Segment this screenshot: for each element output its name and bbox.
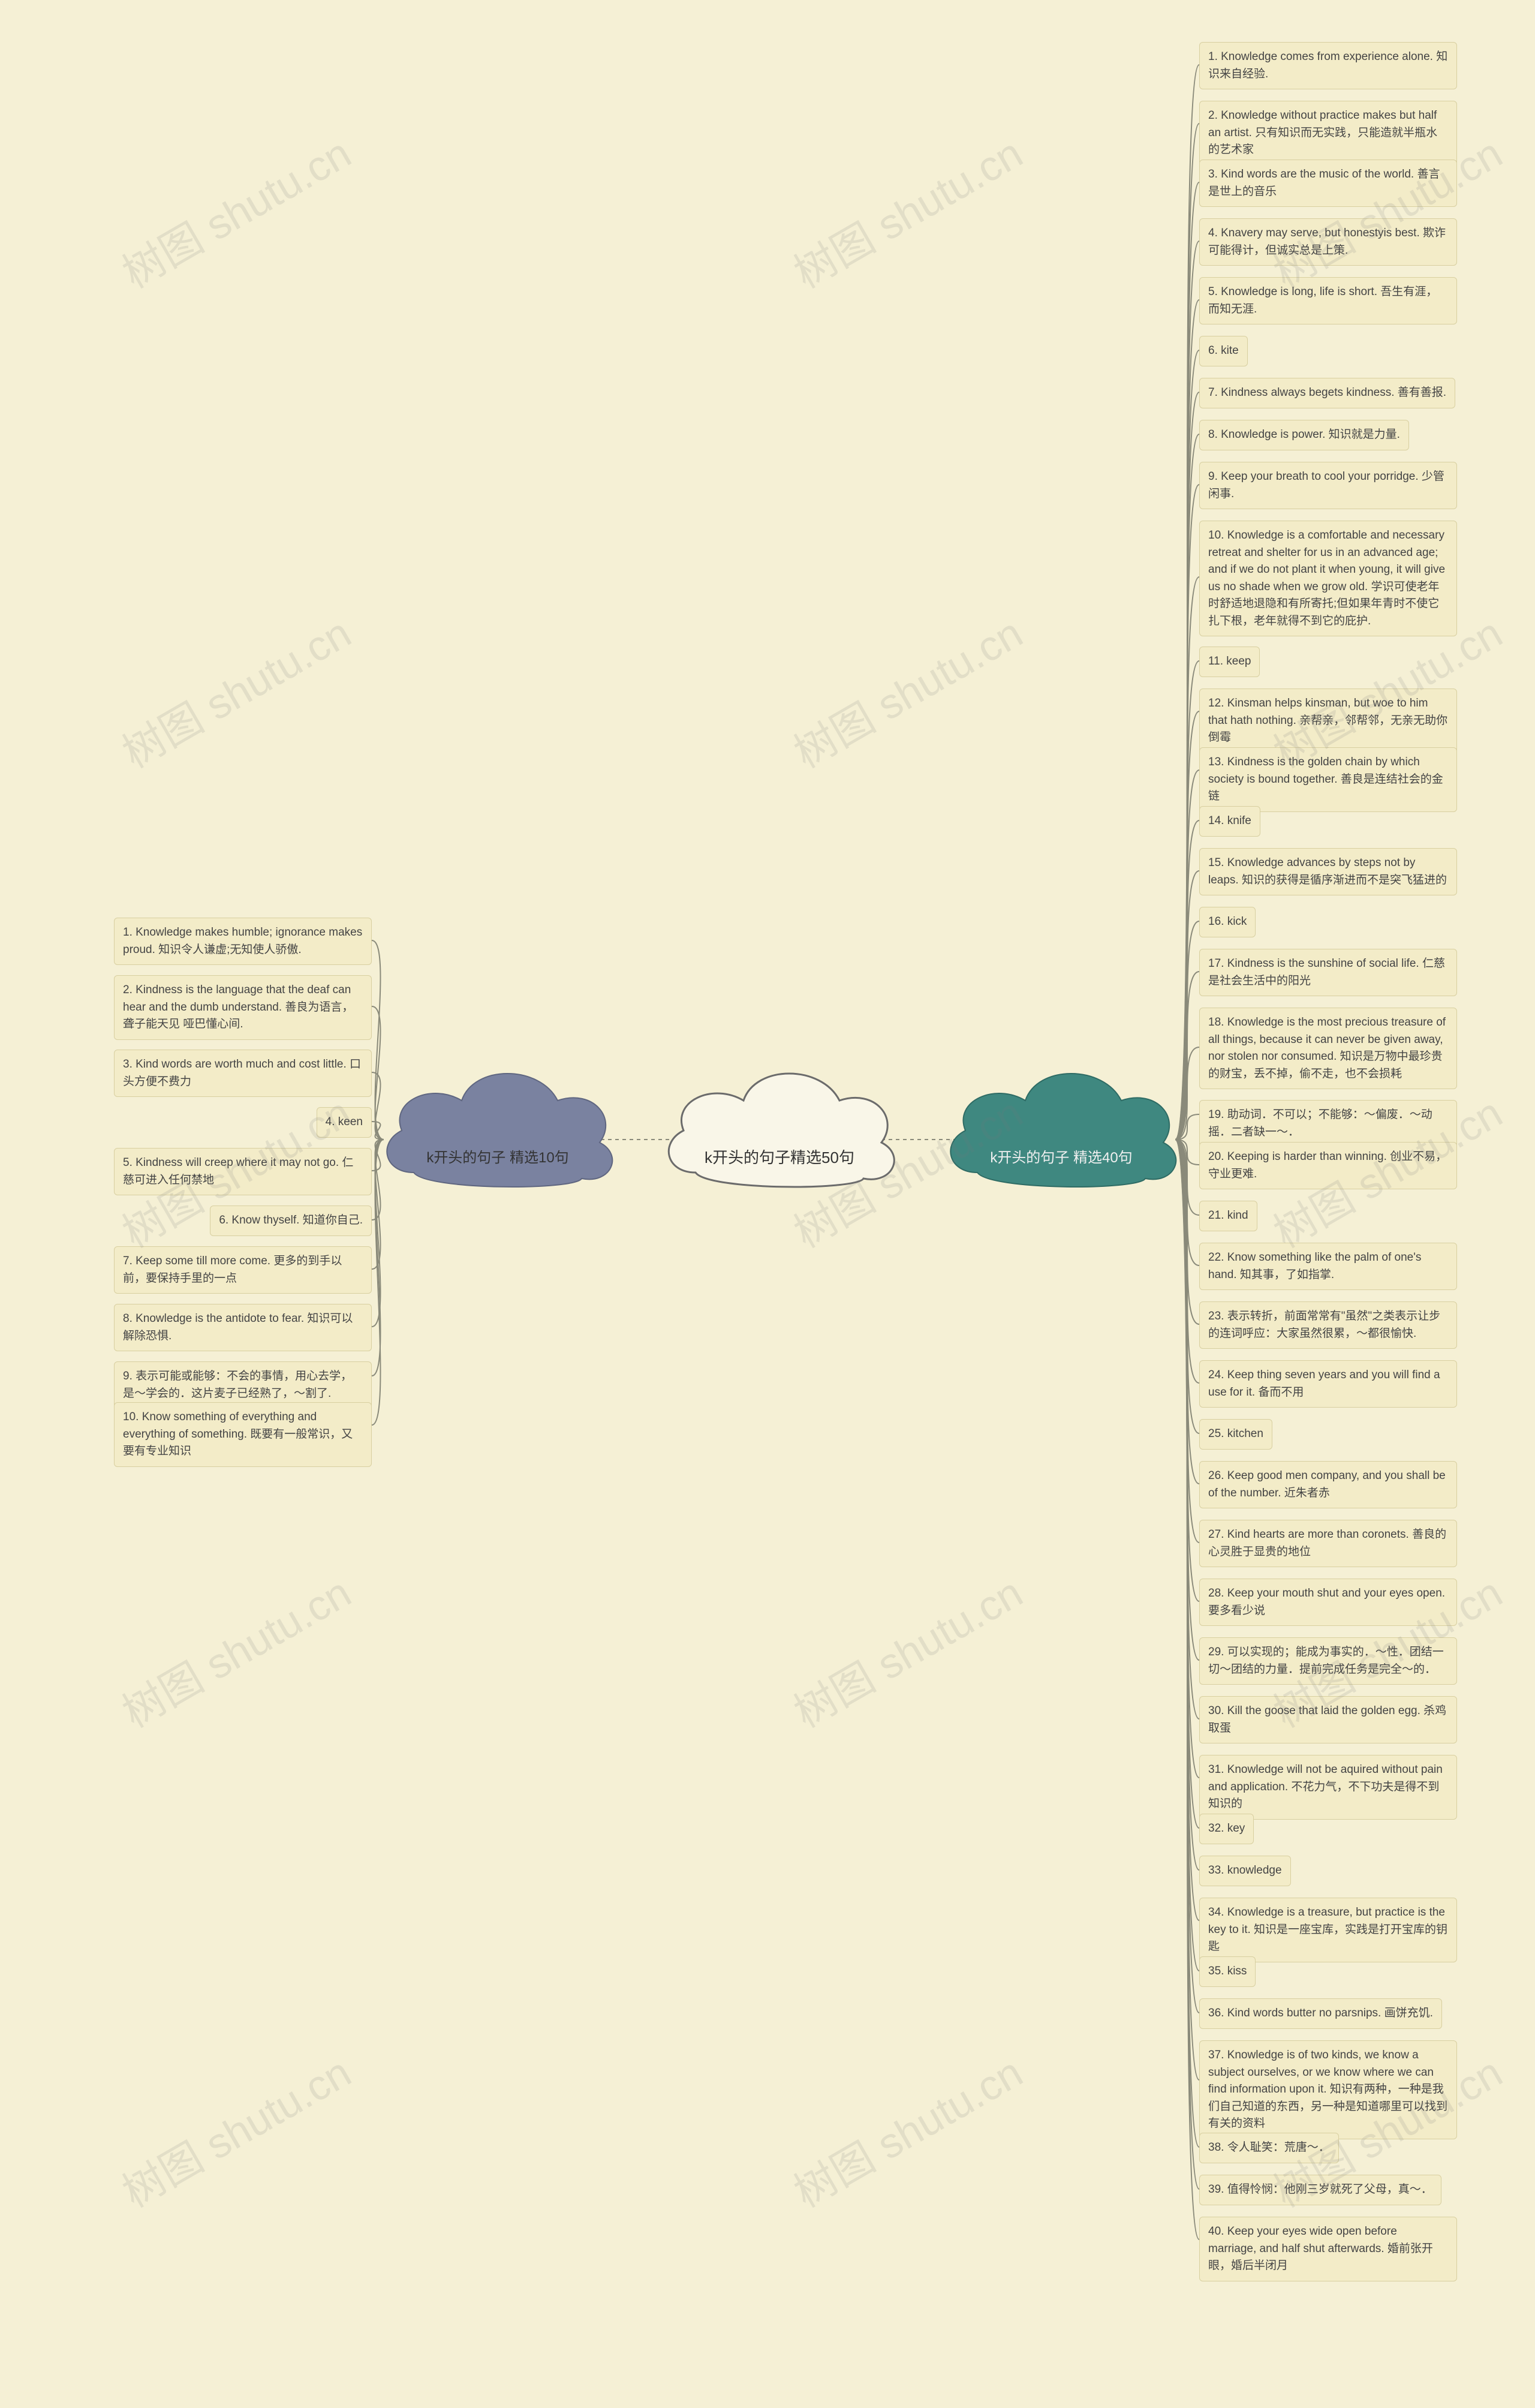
right-leaf[interactable]: 19. 助动词．不可以；不能够：～偏废．～动摇．二者缺一～． (1199, 1100, 1457, 1147)
right-leaf[interactable]: 24. Keep thing seven years and you will … (1199, 1360, 1457, 1408)
left-leaf[interactable]: 4. keen (317, 1107, 372, 1138)
left-leaf[interactable]: 3. Kind words are worth much and cost li… (114, 1050, 372, 1097)
right-leaf[interactable]: 38. 令人耻笑：荒唐～． (1199, 2133, 1339, 2163)
right-leaf[interactable]: 30. Kill the goose that laid the golden … (1199, 1696, 1457, 1743)
right-leaf[interactable]: 32. key (1199, 1814, 1254, 1844)
right-leaf[interactable]: 27. Kind hearts are more than coronets. … (1199, 1520, 1457, 1567)
right-leaf[interactable]: 9. Keep your breath to cool your porridg… (1199, 462, 1457, 509)
center-cloud-label: k开头的句子精选50句 (654, 1146, 905, 1168)
watermark: 树图 shutu.cn (781, 1560, 1032, 1740)
right-leaf[interactable]: 15. Knowledge advances by steps not by l… (1199, 848, 1457, 895)
right-leaf[interactable]: 3. Kind words are the music of the world… (1199, 160, 1457, 207)
watermark: 树图 shutu.cn (781, 600, 1032, 780)
left-leaf[interactable]: 5. Kindness will creep where it may not … (114, 1148, 372, 1195)
right-leaf[interactable]: 31. Knowledge will not be aquired withou… (1199, 1755, 1457, 1820)
right-leaf[interactable]: 34. Knowledge is a treasure, but practic… (1199, 1898, 1457, 1962)
right-leaf[interactable]: 40. Keep your eyes wide open before marr… (1199, 2217, 1457, 2281)
right-leaf[interactable]: 5. Knowledge is long, life is short. 吾生有… (1199, 277, 1457, 324)
watermark: 树图 shutu.cn (781, 2040, 1032, 2220)
right-leaf[interactable]: 18. Knowledge is the most precious treas… (1199, 1008, 1457, 1089)
watermark: 树图 shutu.cn (110, 600, 360, 780)
right-leaf[interactable]: 39. 值得怜悯：他刚三岁就死了父母，真～． (1199, 2175, 1441, 2205)
right-leaf[interactable]: 1. Knowledge comes from experience alone… (1199, 42, 1457, 89)
watermark: 树图 shutu.cn (781, 121, 1032, 300)
right-leaf[interactable]: 13. Kindness is the golden chain by whic… (1199, 747, 1457, 812)
right-leaf[interactable]: 7. Kindness always begets kindness. 善有善报… (1199, 378, 1455, 408)
right-leaf[interactable]: 16. kick (1199, 907, 1256, 937)
right-leaf[interactable]: 12. Kinsman helps kinsman, but woe to hi… (1199, 689, 1457, 753)
right-leaf[interactable]: 20. Keeping is harder than winning. 创业不易… (1199, 1142, 1457, 1189)
right-cloud-node[interactable]: k开头的句子 精选40句 (935, 1053, 1187, 1203)
right-leaf[interactable]: 2. Knowledge without practice makes but … (1199, 101, 1457, 166)
right-leaf[interactable]: 21. kind (1199, 1201, 1257, 1231)
right-cloud-label: k开头的句子 精选40句 (935, 1146, 1187, 1167)
left-leaf[interactable]: 10. Know something of everything and eve… (114, 1402, 372, 1467)
right-leaf[interactable]: 28. Keep your mouth shut and your eyes o… (1199, 1579, 1457, 1626)
left-leaf[interactable]: 8. Knowledge is the antidote to fear. 知识… (114, 1304, 372, 1351)
watermark: 树图 shutu.cn (110, 121, 360, 300)
left-leaf[interactable]: 7. Keep some till more come. 更多的到手以前，要保持… (114, 1246, 372, 1294)
right-leaf[interactable]: 4. Knavery may serve, but honestyis best… (1199, 218, 1457, 266)
watermark: 树图 shutu.cn (110, 2040, 360, 2220)
right-leaf[interactable]: 37. Knowledge is of two kinds, we know a… (1199, 2040, 1457, 2139)
left-leaf[interactable]: 2. Kindness is the language that the dea… (114, 975, 372, 1040)
right-leaf[interactable]: 33. knowledge (1199, 1856, 1291, 1886)
right-leaf[interactable]: 35. kiss (1199, 1956, 1256, 1987)
left-cloud-node[interactable]: k开头的句子 精选10句 (372, 1053, 624, 1203)
left-cloud-label: k开头的句子 精选10句 (372, 1146, 624, 1167)
right-leaf[interactable]: 22. Know something like the palm of one'… (1199, 1243, 1457, 1290)
right-leaf[interactable]: 29. 可以实现的；能成为事实的．～性．团结一切～团结的力量．提前完成任务是完全… (1199, 1637, 1457, 1685)
left-leaf[interactable]: 1. Knowledge makes humble; ignorance mak… (114, 918, 372, 965)
right-leaf[interactable]: 11. keep (1199, 647, 1260, 677)
right-leaf[interactable]: 36. Kind words butter no parsnips. 画饼充饥. (1199, 1998, 1442, 2029)
watermark: 树图 shutu.cn (110, 1560, 360, 1740)
right-leaf[interactable]: 14. knife (1199, 806, 1260, 837)
left-leaf[interactable]: 6. Know thyself. 知道你自己. (210, 1205, 372, 1236)
right-leaf[interactable]: 26. Keep good men company, and you shall… (1199, 1461, 1457, 1508)
right-leaf[interactable]: 23. 表示转折，前面常常有"虽然"之类表示让步的连词呼应：大家虽然很累，～都很… (1199, 1301, 1457, 1349)
right-leaf[interactable]: 17. Kindness is the sunshine of social l… (1199, 949, 1457, 996)
right-leaf[interactable]: 6. kite (1199, 336, 1248, 366)
right-leaf[interactable]: 10. Knowledge is a comfortable and neces… (1199, 521, 1457, 636)
center-cloud-node[interactable]: k开头的句子精选50句 (654, 1053, 905, 1203)
right-leaf[interactable]: 8. Knowledge is power. 知识就是力量. (1199, 420, 1409, 450)
right-leaf[interactable]: 25. kitchen (1199, 1419, 1272, 1450)
